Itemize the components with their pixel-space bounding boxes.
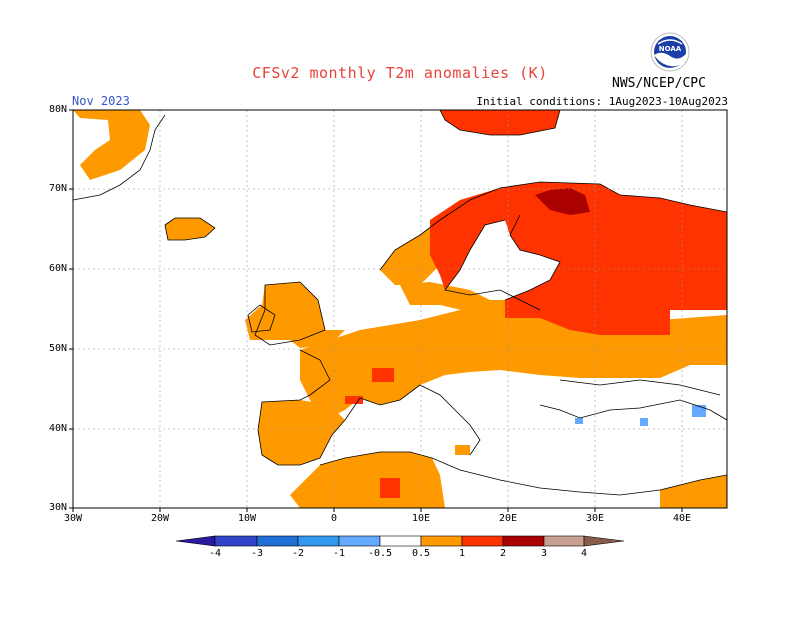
- anomaly-red: [345, 110, 727, 498]
- svg-text:NOAA: NOAA: [659, 45, 682, 53]
- region-italy-spot: [455, 445, 470, 455]
- lat-label-70n: 70N: [48, 183, 67, 194]
- region-aegean-spot: [575, 418, 583, 424]
- colorbar-swatch-5: [379, 535, 422, 547]
- colorbar-label-neg1: -1: [332, 548, 346, 559]
- region-scandinavia-russia: [430, 182, 727, 335]
- colorbar-label-3: 3: [540, 548, 548, 559]
- lat-label-80n: 80N: [48, 104, 67, 115]
- lon-label-30w: 30W: [63, 513, 83, 524]
- colorbar-swatch-8: [502, 535, 545, 547]
- region-east-fringe: [660, 475, 727, 508]
- lon-label-20w: 20W: [150, 513, 170, 524]
- colorbar-swatch-6: [420, 535, 463, 547]
- region-finland-core: [535, 188, 590, 215]
- region-svalbard: [440, 110, 560, 135]
- region-south-scandinavia: [400, 282, 520, 312]
- colorbar-label-05: 0.5: [411, 548, 431, 559]
- colorbar-label-neg4: -4: [208, 548, 222, 559]
- region-iberia: [258, 400, 345, 465]
- colorbar-swatch-1: [214, 535, 258, 547]
- colorbar-label-neg3: -3: [250, 548, 264, 559]
- region-iceland: [165, 218, 215, 240]
- region-caucasus-spot: [692, 405, 706, 417]
- region-greenland: [73, 110, 150, 180]
- axis-ticks: [69, 109, 683, 512]
- lat-label-60n: 60N: [48, 263, 67, 274]
- lon-label-40e: 40E: [672, 513, 692, 524]
- region-alps-spot: [372, 368, 394, 382]
- colorbar-label-2: 2: [499, 548, 507, 559]
- lon-label-10e: 10E: [411, 513, 431, 524]
- region-africa-spot: [380, 478, 400, 498]
- forecast-month: Nov 2023: [72, 94, 130, 108]
- graticule: [73, 110, 727, 508]
- region-turkey-spot: [640, 418, 648, 426]
- region-north-africa: [290, 452, 445, 508]
- colorbar-label-neg05: -0.5: [367, 548, 393, 559]
- colorbar-swatch-10: [583, 535, 625, 547]
- colorbar: [175, 535, 625, 547]
- organization-label: NWS/NCEP/CPC: [612, 76, 706, 91]
- colorbar-swatch-2: [256, 535, 299, 547]
- lat-label-50n: 50N: [48, 343, 67, 354]
- colorbar-label-neg2: -2: [291, 548, 305, 559]
- colorbar-label-4: 4: [580, 548, 588, 559]
- noaa-logo-icon: NOAA: [650, 32, 690, 72]
- lon-label-20e: 20E: [498, 513, 518, 524]
- lon-label-30e: 30E: [585, 513, 605, 524]
- lon-label-0: 0: [330, 513, 338, 524]
- map-frame: [72, 109, 728, 509]
- lon-label-10w: 10W: [237, 513, 257, 524]
- lat-label-30n: 30N: [48, 502, 67, 513]
- anomaly-darkred: [535, 188, 590, 215]
- colorbar-swatch-4: [338, 535, 381, 547]
- colorbar-label-1: 1: [458, 548, 466, 559]
- colorbar-swatch-3: [297, 535, 340, 547]
- region-british-isles: [245, 282, 345, 348]
- colorbar-swatch-9: [543, 535, 585, 547]
- initial-conditions: Initial conditions: 1Aug2023-10Aug2023: [476, 95, 728, 108]
- chart-title: CFSv2 monthly T2m anomalies (K): [252, 64, 548, 82]
- region-pyrenees-spot: [345, 396, 363, 404]
- lat-label-40n: 40N: [48, 423, 67, 434]
- coastlines: [73, 110, 727, 496]
- colorbar-swatch-7: [461, 535, 504, 547]
- region-west-central-europe: [300, 310, 727, 420]
- colorbar-swatch-0: [175, 535, 216, 547]
- anomaly-lightblue: [575, 405, 706, 426]
